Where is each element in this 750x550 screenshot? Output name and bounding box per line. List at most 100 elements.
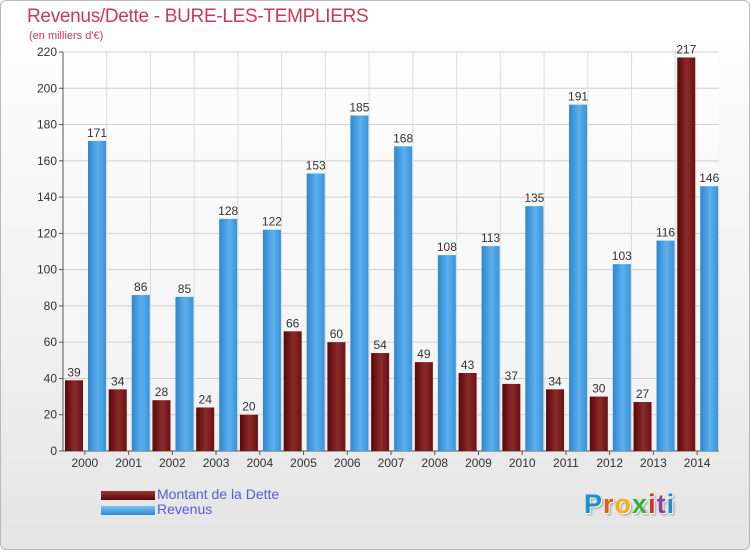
bar-revenus (394, 146, 413, 452)
x-tick-label: 2013 (640, 456, 667, 470)
bar-dette (502, 383, 521, 451)
bar-dette (677, 57, 696, 451)
x-tick-label: 2012 (596, 456, 623, 470)
bar-revenus (175, 296, 194, 451)
logo-letter: i (666, 489, 676, 519)
data-label-revenus: 103 (612, 249, 632, 263)
data-labels: 39 171 34 86 28 85 24 128 20 122 66 153 60 185 54 168 49… (67, 42, 719, 413)
proxiti-logo: Proxiti (584, 489, 675, 520)
bar-dette (196, 407, 215, 451)
data-label-dette: 39 (67, 365, 81, 379)
y-tick-label: 80 (44, 299, 58, 313)
y-tick-label: 220 (37, 45, 57, 59)
y-tick-label: 120 (37, 226, 57, 240)
bar-revenus (481, 246, 500, 451)
bar-dette (589, 396, 608, 451)
bar-dette (458, 373, 477, 451)
x-tick-label: 2008 (421, 456, 448, 470)
y-tick-label: 140 (37, 190, 57, 204)
chart-subtitle: (en milliers d'€) (29, 30, 104, 42)
data-label-revenus: 122 (262, 215, 282, 229)
logo-letter: t (656, 489, 667, 519)
data-label-dette: 49 (417, 347, 431, 361)
y-tick-label: 0 (50, 444, 57, 458)
data-label-revenus: 153 (306, 159, 326, 173)
bars (65, 57, 719, 452)
y-tick-label: 100 (37, 263, 57, 277)
bar-dette (283, 331, 302, 451)
data-label-revenus: 185 (349, 100, 369, 114)
data-label-dette: 60 (330, 327, 344, 341)
y-tick-label: 180 (37, 118, 57, 132)
x-tick-label: 2010 (509, 456, 536, 470)
x-tick-label: 2005 (290, 456, 317, 470)
x-tick-label: 2002 (159, 456, 186, 470)
bar-revenus (350, 115, 369, 452)
bar-dette (371, 353, 390, 451)
data-label-revenus: 146 (699, 171, 719, 185)
data-label-dette: 43 (461, 358, 475, 372)
x-tick-label: 2014 (684, 456, 711, 470)
data-label-revenus: 108 (437, 240, 457, 254)
logo-letter: P (584, 489, 604, 519)
data-label-revenus: 168 (393, 131, 413, 145)
bar-dette (65, 380, 83, 451)
data-label-dette: 27 (636, 387, 650, 401)
y-tick-label: 160 (37, 154, 57, 168)
bar-dette (633, 402, 652, 451)
data-label-revenus: 191 (568, 90, 588, 104)
bar-revenus (437, 255, 456, 451)
x-tick-label: 2000 (72, 456, 99, 470)
chart-title: Revenus/Dette - BURE-LES-TEMPLIERS (27, 6, 369, 27)
bar-revenus (525, 206, 544, 451)
bar-dette (546, 389, 565, 451)
grid-lines (63, 51, 719, 451)
bar-revenus (612, 264, 631, 451)
x-tick-label: 2009 (465, 456, 492, 470)
plot-area (63, 52, 719, 451)
logo-letter: x (632, 489, 649, 519)
data-label-dette: 28 (155, 385, 169, 399)
bar-dette (152, 400, 171, 451)
logo-letter: r (603, 489, 615, 519)
legend-label-dette: Montant de la Dette (157, 486, 280, 502)
x-tick-label: 2007 (378, 456, 405, 470)
data-label-revenus: 113 (481, 231, 500, 245)
bar-revenus (306, 173, 325, 451)
x-tick-label: 2006 (334, 456, 361, 470)
x-tick-label: 2003 (203, 456, 230, 470)
bar-revenus (656, 240, 675, 451)
bar-dette (327, 342, 346, 451)
bar-dette (239, 414, 258, 451)
legend-swatch-dette (101, 491, 155, 500)
data-label-dette: 24 (199, 392, 213, 406)
x-tick-label: 2011 (553, 456, 579, 470)
data-label-dette: 20 (242, 400, 256, 414)
data-label-dette: 30 (592, 382, 606, 396)
data-label-dette: 54 (373, 338, 387, 352)
bar-revenus (700, 186, 719, 451)
y-tick-label: 20 (44, 408, 58, 422)
bar-revenus (219, 218, 238, 451)
logo-letter: i (648, 489, 657, 519)
data-label-revenus: 135 (524, 191, 544, 205)
bar-revenus (88, 140, 106, 452)
bar-dette (108, 389, 127, 451)
bar-revenus (569, 104, 588, 451)
data-label-dette: 34 (548, 374, 562, 388)
data-label-dette: 34 (111, 374, 125, 388)
data-label-dette: 217 (676, 42, 696, 56)
data-label-revenus: 116 (656, 226, 675, 240)
bar-revenus (131, 295, 150, 451)
logo-letter: o (614, 489, 633, 519)
data-label-revenus: 128 (218, 204, 238, 218)
y-tick-label: 60 (44, 335, 58, 349)
x-tick-label: 2004 (246, 456, 273, 470)
legend-label-revenus: Revenus (157, 501, 213, 517)
data-label-revenus: 86 (134, 280, 148, 294)
x-tick-label: 2001 (115, 456, 142, 470)
data-label-dette: 37 (505, 369, 519, 383)
